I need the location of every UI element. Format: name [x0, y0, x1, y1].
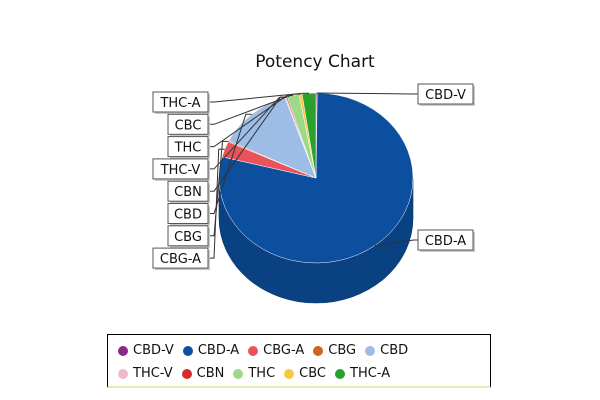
- slice-label-thc: THC: [167, 136, 210, 159]
- legend-label: CBD-V: [133, 343, 174, 358]
- legend: CBD-V CBD-A CBG-A CBG CBD THC-V CBN THC CBC THC-A: [107, 334, 491, 388]
- legend-item-thc: THC: [233, 366, 275, 381]
- legend-label: CBN: [196, 366, 225, 381]
- svg-text:CBD-A: CBD-A: [425, 234, 466, 249]
- legend-swatch: [181, 368, 192, 379]
- leader-line: [208, 96, 287, 192]
- legend-row: CBD-V CBD-A CBG-A CBG CBD: [118, 339, 484, 362]
- legend-item-cbg: CBG: [313, 343, 356, 358]
- legend-swatch: [118, 345, 128, 356]
- slice-label-thc-v: THC-V: [152, 158, 210, 181]
- legend-item-cbn: CBN: [181, 366, 225, 381]
- legend-swatch: [335, 368, 346, 379]
- svg-text:CBC: CBC: [175, 118, 202, 133]
- leader-line: [208, 94, 294, 148]
- legend-label: CBG: [328, 343, 357, 358]
- slice-label-cbg-a: CBG-A: [152, 247, 210, 271]
- slice-labels: THC-A CBC THC THC-V CBN CBD CBG CBG-A CBD-V CBD-A: [152, 83, 475, 271]
- legend-label: CBG-A: [263, 343, 305, 358]
- pie-chart: Potency Chart THC-A CBC THC THC-V CBN CBD CBG C…: [152, 52, 475, 304]
- legend-label: THC-A: [350, 366, 391, 381]
- slice-label-cbn: CBN: [167, 180, 210, 204]
- leader-line: [374, 239, 418, 246]
- svg-text:CBG: CBG: [174, 230, 202, 245]
- legend-label: CBD-A: [197, 343, 240, 358]
- svg-text:THC-V: THC-V: [160, 163, 201, 178]
- legend-swatch: [182, 345, 193, 356]
- leader-line: [208, 92, 309, 103]
- legend-label: THC: [248, 366, 276, 381]
- slice-label-thc-a: THC-A: [152, 91, 210, 114]
- legend-label: THC-V: [133, 366, 173, 381]
- legend-label: CBD: [380, 343, 409, 358]
- svg-text:THC: THC: [174, 141, 202, 156]
- slice-label-cbc: CBC: [167, 113, 210, 137]
- legend-item-cbc: CBC: [284, 366, 326, 381]
- legend-item-thc-a: THC-A: [335, 366, 390, 381]
- pie-slices: [218, 92, 414, 304]
- legend-swatch: [365, 345, 376, 356]
- svg-text:THC-A: THC-A: [159, 96, 200, 111]
- leader-line: [208, 93, 301, 125]
- leader-line: [316, 92, 418, 95]
- svg-text:CBD-V: CBD-V: [425, 88, 466, 103]
- slice-label-cbd-a: CBD-A: [417, 229, 475, 252]
- svg-text:CBG-A: CBG-A: [160, 252, 201, 267]
- legend-swatch: [284, 368, 295, 379]
- legend-item-cbd-v: CBD-V: [118, 343, 174, 358]
- leader-line: [208, 140, 229, 237]
- slice-label-cbg: CBG: [167, 225, 210, 248]
- legend-row: THC-V CBN THC CBC THC-A: [118, 362, 484, 385]
- chart-title: Potency Chart: [255, 52, 375, 72]
- legend-item-cbg-a: CBG-A: [248, 343, 304, 358]
- svg-text:CBN: CBN: [174, 185, 202, 200]
- legend-swatch: [233, 368, 244, 379]
- pie-slice-thc-a: [301, 92, 317, 179]
- legend-swatch: [313, 345, 324, 356]
- slice-label-cbd-v: CBD-V: [417, 83, 475, 106]
- legend-swatch: [118, 368, 128, 379]
- svg-text:CBD: CBD: [174, 208, 202, 223]
- pie-slice-cbd-a: [218, 92, 414, 264]
- leader-line: [208, 113, 252, 214]
- legend-item-cbd-a: CBD-A: [182, 343, 240, 358]
- leader-line: [208, 148, 225, 259]
- legend-item-cbd: CBD: [365, 343, 408, 358]
- legend-swatch: [248, 345, 259, 356]
- legend-label: CBC: [299, 366, 327, 381]
- slice-label-cbd: CBD: [167, 203, 210, 226]
- legend-item-thc-v: THC-V: [118, 366, 173, 381]
